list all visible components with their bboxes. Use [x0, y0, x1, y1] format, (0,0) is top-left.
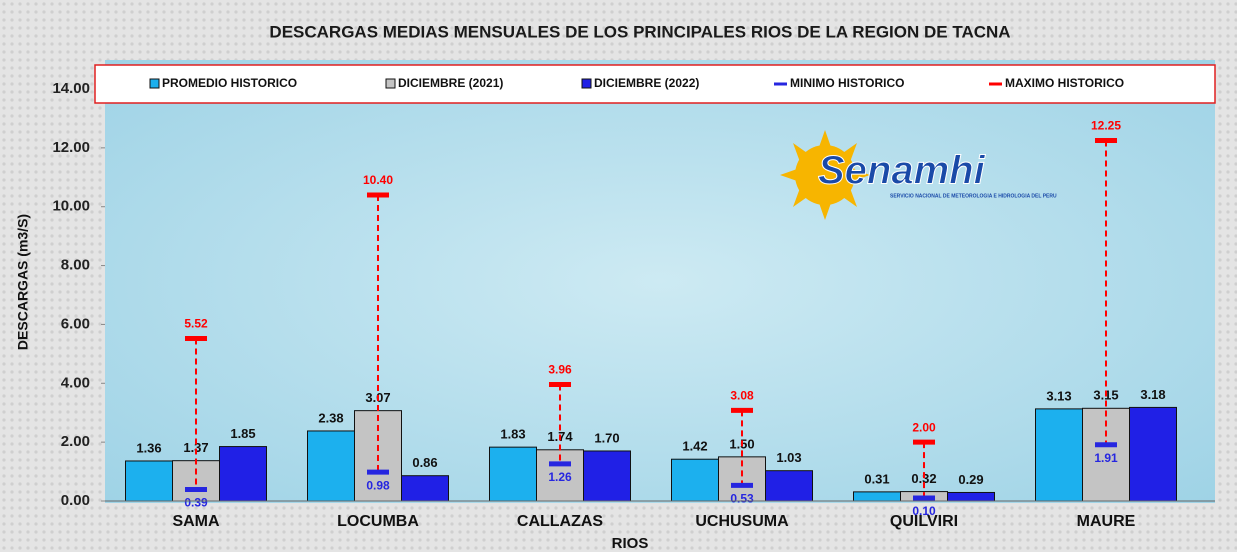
value-label: 1.83	[500, 427, 525, 442]
legend	[94, 64, 1216, 104]
bar	[219, 446, 267, 502]
bar	[307, 430, 355, 502]
value-label: 0.29	[958, 472, 983, 487]
legend-label: MAXIMO HISTORICO	[1005, 76, 1124, 90]
value-label: 0.32	[911, 471, 936, 486]
value-label: 12.25	[1091, 119, 1121, 133]
value-label: 10.40	[363, 173, 393, 187]
x-tick-label: LOCUMBA	[337, 513, 419, 530]
y-axis-title: DESCARGAS (m3/S)	[15, 214, 31, 350]
y-tick-label: 10.00	[52, 198, 90, 215]
bar	[765, 470, 813, 502]
value-label: 1.03	[776, 450, 801, 465]
y-tick-label: 0.00	[61, 492, 90, 509]
value-label: 0.53	[730, 492, 754, 506]
logo: Senamhi SERVICIO NACIONAL DE METEOROLOGI…	[780, 130, 1057, 220]
bar	[947, 491, 995, 502]
logo-text: Senamhi	[818, 149, 986, 193]
bar	[583, 450, 631, 502]
legend-swatch	[385, 78, 396, 89]
value-label: 0.39	[184, 496, 208, 510]
legend-swatch	[581, 78, 592, 89]
value-label: 3.13	[1046, 388, 1071, 403]
value-label: 0.10	[912, 504, 936, 518]
value-label: 5.52	[184, 317, 208, 331]
y-tick-label: 6.00	[61, 315, 90, 332]
bar	[1129, 406, 1177, 502]
value-label: 1.36	[136, 440, 161, 455]
logo-subtitle: SERVICIO NACIONAL DE METEOROLOGIA E HIDR…	[890, 193, 1057, 199]
y-tick-label: 14.00	[52, 80, 90, 97]
bar	[489, 446, 537, 502]
legend-swatch	[149, 78, 160, 89]
value-label: 2.00	[912, 420, 936, 434]
bar	[1035, 408, 1083, 502]
x-tick-label: MAURE	[1077, 513, 1136, 530]
bar	[401, 475, 449, 502]
x-tick-label: UCHUSUMA	[695, 513, 789, 530]
bar	[671, 458, 719, 502]
x-axis-title: RIOS	[612, 535, 649, 552]
x-tick-label: SAMA	[172, 513, 220, 530]
value-label: 2.38	[318, 410, 343, 425]
value-label: 1.70	[594, 430, 619, 445]
legend-label: PROMEDIO HISTORICO	[162, 76, 297, 90]
value-label: 1.91	[1094, 451, 1118, 465]
y-tick-label: 2.00	[61, 433, 90, 450]
x-tick-label: CALLAZAS	[517, 513, 604, 530]
value-label: 3.96	[548, 363, 572, 377]
value-label: 3.18	[1140, 387, 1165, 402]
value-label: 1.37	[183, 440, 208, 455]
y-tick-label: 12.00	[52, 139, 90, 156]
plot-area	[105, 60, 1215, 503]
legend-label: DICIEMBRE (2021)	[398, 76, 503, 90]
bar	[853, 491, 901, 502]
value-label: 0.86	[412, 455, 437, 470]
value-label: 0.98	[366, 478, 390, 492]
logo-sun	[780, 130, 870, 220]
value-label: 3.08	[730, 389, 754, 403]
x-tick-label: QUILVIRI	[890, 513, 958, 530]
y-tick-label: 4.00	[61, 374, 90, 391]
chart-title: DESCARGAS MEDIAS MENSUALES DE LOS PRINCI…	[269, 22, 1010, 41]
legend-label: MINIMO HISTORICO	[790, 76, 904, 90]
value-label: 1.85	[230, 426, 255, 441]
value-label: 1.26	[548, 470, 572, 484]
bar	[125, 460, 173, 502]
legend-label: DICIEMBRE (2022)	[594, 76, 699, 90]
value-label: 1.42	[682, 439, 707, 454]
y-tick-label: 8.00	[61, 257, 90, 274]
value-label: 0.31	[864, 471, 889, 486]
